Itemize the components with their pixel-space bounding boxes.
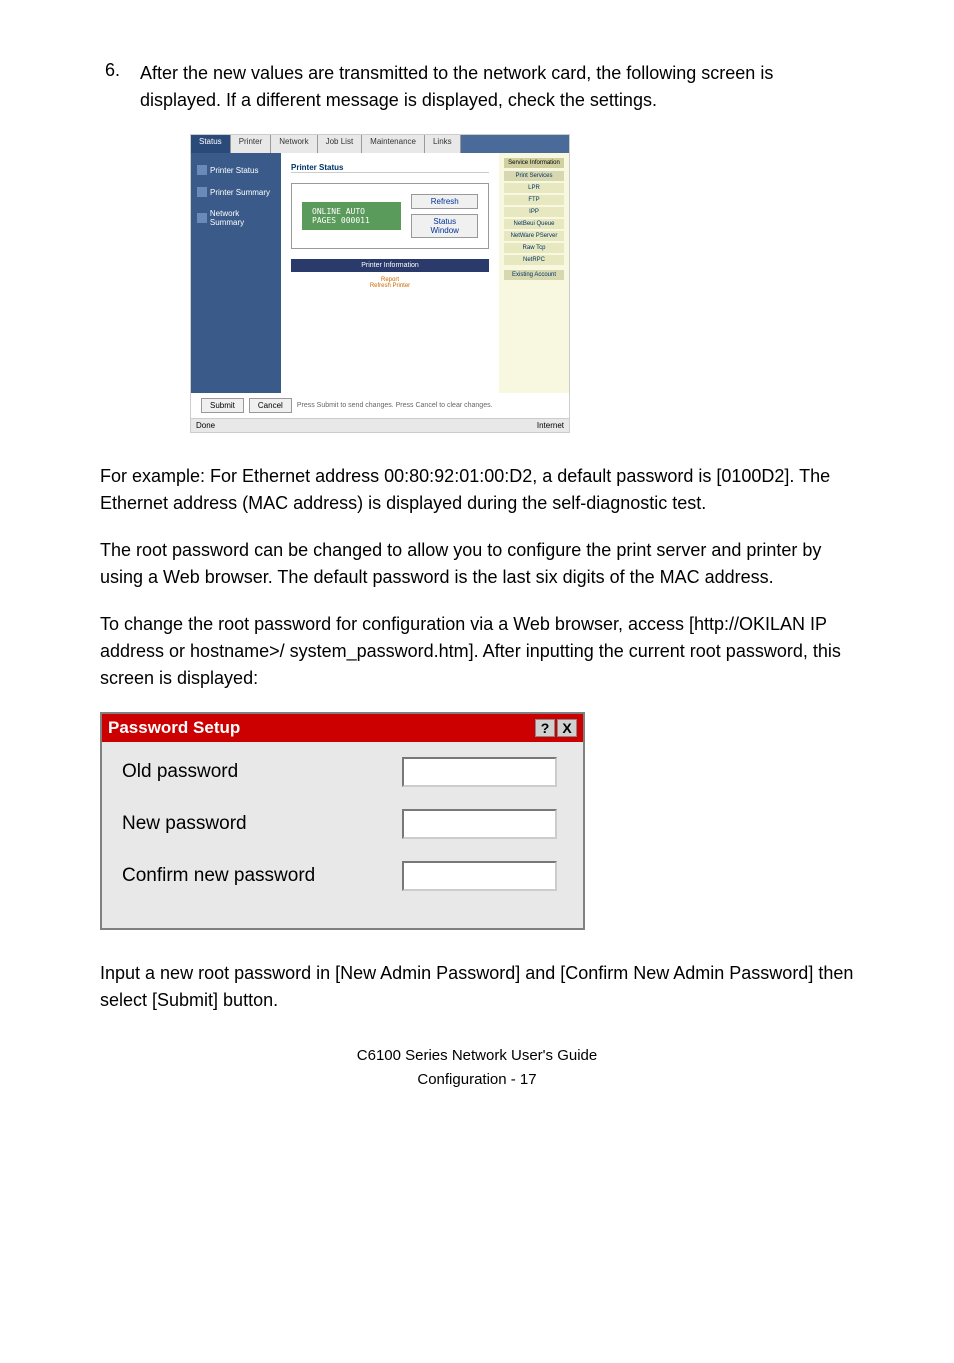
paragraph-4: Input a new root password in [New Admin … — [100, 960, 854, 1014]
sidebar: Printer Status Printer Summary Network S… — [191, 153, 281, 393]
tab-links[interactable]: Links — [425, 135, 461, 153]
lcd-display: ONLINE AUTO PAGES 000011 — [302, 202, 401, 230]
new-password-label: New password — [122, 813, 402, 835]
printer-icon — [197, 165, 207, 175]
service-info-header: Service Information — [504, 158, 564, 168]
sidebar-network-summary[interactable]: Network Summary — [195, 205, 277, 231]
footer: C6100 Series Network User's Guide Config… — [100, 1044, 854, 1092]
refresh-printer-link[interactable]: Refresh Printer — [291, 283, 489, 289]
tab-status[interactable]: Status — [191, 135, 231, 153]
footer-title: C6100 Series Network User's Guide — [100, 1044, 854, 1068]
new-password-row: New password — [122, 809, 563, 839]
status-left: Done — [196, 421, 215, 430]
service-ipp[interactable]: IPP — [504, 207, 564, 217]
confirm-password-label: Confirm new password — [122, 865, 402, 887]
dialog-controls: ? X — [535, 719, 577, 737]
service-lpr[interactable]: LPR — [504, 183, 564, 193]
sidebar-printer-summary[interactable]: Printer Summary — [195, 183, 277, 201]
service-rawtcp[interactable]: Raw Tcp — [504, 243, 564, 253]
old-password-input[interactable] — [402, 757, 557, 787]
existing-account-header: Existing Account — [504, 270, 564, 280]
refresh-button[interactable]: Refresh — [411, 194, 478, 209]
status-header: Printer Status — [291, 163, 489, 173]
tab-joblist[interactable]: Job List — [318, 135, 363, 153]
sidebar-label: Printer Status — [210, 166, 258, 175]
dialog-body: Old password New password Confirm new pa… — [102, 742, 583, 928]
submit-hint: Press Submit to send changes. Press Canc… — [297, 402, 493, 409]
service-netware[interactable]: NetWare PServer — [504, 231, 564, 241]
tab-maintenance[interactable]: Maintenance — [362, 135, 425, 153]
old-password-label: Old password — [122, 761, 402, 783]
printer-window: Status Printer Network Job List Maintena… — [190, 134, 570, 433]
tab-network[interactable]: Network — [271, 135, 317, 153]
service-netbeui[interactable]: NetBeui Queue — [504, 219, 564, 229]
status-buttons: Refresh Status Window — [411, 194, 478, 238]
confirm-password-row: Confirm new password — [122, 861, 563, 891]
status-box: ONLINE AUTO PAGES 000011 Refresh Status … — [291, 183, 489, 249]
lcd-line1: ONLINE AUTO — [312, 207, 391, 216]
close-button[interactable]: X — [557, 719, 577, 737]
confirm-password-input[interactable] — [402, 861, 557, 891]
paragraph-1: For example: For Ethernet address 00:80:… — [100, 463, 854, 517]
cancel-button[interactable]: Cancel — [249, 398, 292, 413]
sidebar-printer-status[interactable]: Printer Status — [195, 161, 277, 179]
right-panel: Service Information Print Services LPR F… — [499, 153, 569, 393]
tab-bar: Status Printer Network Job List Maintena… — [191, 135, 569, 153]
screenshot-body: Printer Status Printer Summary Network S… — [191, 153, 569, 393]
password-dialog: Password Setup ? X Old password New pass… — [100, 712, 585, 930]
paragraph-3: To change the root password for configur… — [100, 611, 854, 692]
dialog-titlebar: Password Setup ? X — [102, 714, 583, 742]
bottom-buttons: Submit Cancel Press Submit to send chang… — [191, 393, 569, 418]
old-password-row: Old password — [122, 757, 563, 787]
printer-icon — [197, 187, 207, 197]
step-6: 6. After the new values are transmitted … — [100, 60, 854, 114]
paragraph-2: The root password can be changed to allo… — [100, 537, 854, 591]
service-ftp[interactable]: FTP — [504, 195, 564, 205]
new-password-input[interactable] — [402, 809, 557, 839]
service-netrpc[interactable]: NetRPC — [504, 255, 564, 265]
sidebar-label: Network Summary — [210, 209, 275, 227]
status-bar: Done Internet — [191, 418, 569, 432]
lcd-line2: PAGES 000011 — [312, 216, 391, 225]
status-right: Internet — [537, 421, 564, 430]
print-services-header: Print Services — [504, 171, 564, 181]
step-text: After the new values are transmitted to … — [140, 60, 854, 114]
printer-screenshot: Status Printer Network Job List Maintena… — [190, 134, 854, 433]
printer-info-bar[interactable]: Printer Information — [291, 259, 489, 272]
main-content: Printer Status ONLINE AUTO PAGES 000011 … — [281, 153, 499, 393]
step-number: 6. — [100, 60, 140, 114]
network-icon — [197, 213, 207, 223]
dialog-title: Password Setup — [108, 718, 240, 738]
status-window-button[interactable]: Status Window — [411, 214, 478, 238]
footer-page: Configuration - 17 — [100, 1068, 854, 1092]
help-button[interactable]: ? — [535, 719, 555, 737]
submit-button[interactable]: Submit — [201, 398, 244, 413]
tab-printer[interactable]: Printer — [231, 135, 272, 153]
sidebar-label: Printer Summary — [210, 188, 270, 197]
